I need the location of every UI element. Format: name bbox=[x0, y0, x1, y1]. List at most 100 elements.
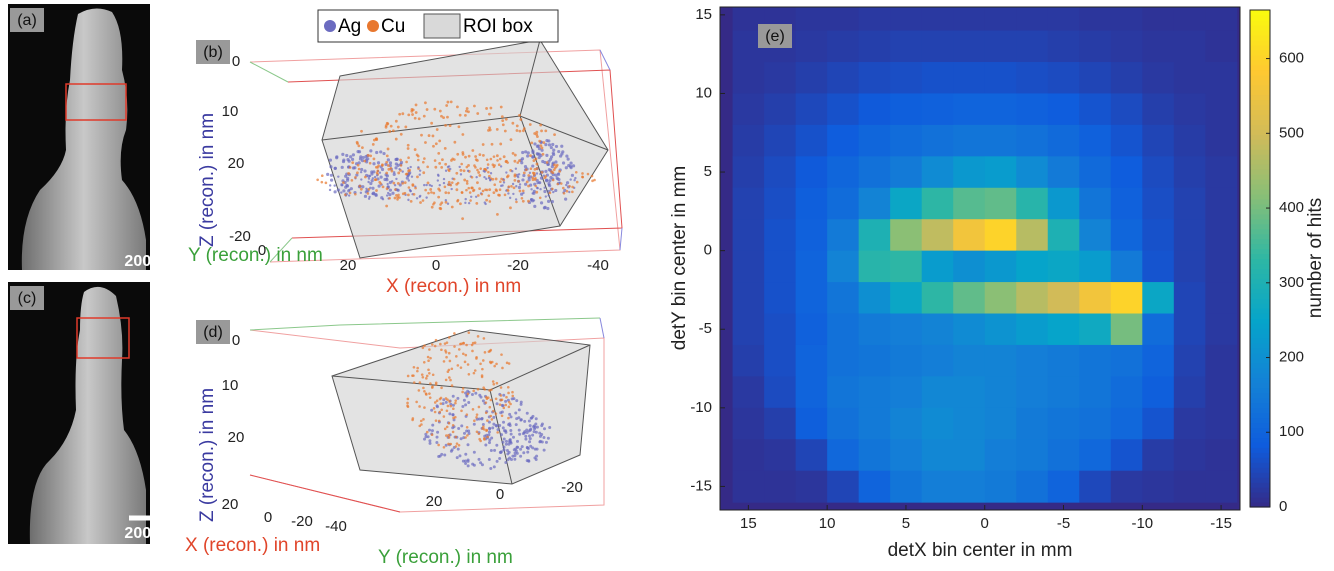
atom-dot bbox=[535, 162, 539, 166]
heatmap-cell bbox=[732, 470, 765, 503]
atom-dot bbox=[445, 355, 448, 359]
heatmap-cell bbox=[1142, 313, 1175, 346]
atom-dot bbox=[519, 454, 523, 458]
colorbar-step bbox=[1250, 44, 1270, 51]
atom-dot bbox=[504, 461, 508, 465]
colorbar-step bbox=[1250, 313, 1270, 319]
heatmap-cell bbox=[795, 439, 828, 472]
atom-dot bbox=[336, 188, 340, 192]
colorbar-step bbox=[1250, 203, 1270, 210]
atom-dot bbox=[485, 107, 488, 110]
atom-dot bbox=[493, 364, 496, 368]
atom-dot bbox=[464, 155, 467, 159]
atom-dot bbox=[495, 402, 499, 406]
atom-dot bbox=[504, 117, 508, 121]
atom-dot bbox=[546, 436, 550, 440]
atom-dot bbox=[502, 406, 506, 410]
atom-dot bbox=[544, 195, 548, 198]
atom-dot bbox=[363, 175, 367, 179]
atom-dot bbox=[481, 189, 485, 193]
heatmap-cell bbox=[1110, 30, 1143, 63]
atom-dot bbox=[433, 159, 437, 162]
atom-dot bbox=[466, 169, 470, 173]
colorbar-step bbox=[1250, 328, 1270, 334]
atom-dot bbox=[501, 119, 505, 122]
heatmap-cell bbox=[795, 376, 828, 409]
atom-dot bbox=[396, 188, 399, 192]
atom-dot bbox=[464, 436, 467, 439]
atom-dot bbox=[485, 177, 488, 181]
atom-dot bbox=[447, 442, 450, 446]
atom-dot bbox=[494, 397, 498, 401]
heatmap-cell bbox=[827, 470, 860, 503]
atom-dot bbox=[454, 435, 458, 439]
atom-dot bbox=[371, 142, 375, 146]
atom-dot bbox=[401, 170, 404, 173]
atom-dot bbox=[427, 359, 430, 362]
heatmap-cell bbox=[1205, 62, 1238, 94]
colorbar-step bbox=[1250, 502, 1270, 508]
atom-dot bbox=[406, 374, 410, 378]
atom-dot bbox=[377, 164, 380, 167]
atom-dot bbox=[477, 194, 480, 197]
atom-dot bbox=[489, 467, 493, 471]
heatmap-cell bbox=[732, 439, 765, 472]
atom-dot bbox=[369, 181, 373, 186]
heatmap-cell bbox=[1079, 156, 1112, 189]
atom-dot bbox=[484, 401, 488, 404]
atom-dot bbox=[509, 138, 513, 142]
atom-dot bbox=[492, 155, 496, 158]
atom-dot bbox=[565, 189, 569, 193]
heatmap-cell bbox=[1079, 62, 1112, 94]
atom-dot bbox=[451, 403, 455, 407]
atom-dot bbox=[524, 150, 528, 154]
heatmap-cell bbox=[890, 313, 923, 346]
atom-dot bbox=[443, 185, 447, 189]
colorbar-step bbox=[1250, 407, 1270, 414]
atom-dot bbox=[356, 142, 359, 145]
atom-dot bbox=[412, 365, 416, 369]
heatmap-cell bbox=[858, 7, 891, 32]
heatmap-cell bbox=[1142, 250, 1175, 283]
atom-dot bbox=[406, 401, 409, 405]
tick-label: 0 bbox=[232, 53, 240, 70]
z-axis-label: Z (recon.) in nm bbox=[197, 388, 218, 522]
heatmap-cell bbox=[1142, 30, 1175, 63]
atom-dot bbox=[527, 176, 530, 179]
atom-dot bbox=[425, 196, 428, 199]
atom-dot bbox=[437, 419, 441, 423]
atom-dot bbox=[418, 381, 422, 384]
atom-dot bbox=[385, 187, 389, 191]
heatmap-cell bbox=[1079, 407, 1112, 440]
atom-dot bbox=[557, 149, 561, 154]
atom-dot bbox=[488, 200, 492, 203]
atom-dot bbox=[472, 422, 476, 426]
atom-dot bbox=[500, 414, 504, 418]
box-edge bbox=[249, 61, 289, 83]
colorbar-step bbox=[1250, 218, 1270, 225]
atom-dot bbox=[510, 185, 513, 188]
atom-dot bbox=[372, 162, 376, 166]
heatmap-cell bbox=[795, 313, 828, 346]
atom-dot bbox=[395, 177, 398, 181]
heatmap-cell bbox=[1079, 7, 1112, 32]
atom-dot bbox=[471, 349, 474, 353]
colorbar-step bbox=[1250, 268, 1270, 275]
atom-dot bbox=[483, 201, 487, 204]
atom-dot bbox=[392, 181, 396, 185]
panel-label-box bbox=[10, 286, 44, 310]
heatmap-cell bbox=[827, 407, 860, 440]
atom-dot bbox=[412, 381, 416, 384]
atom-dot bbox=[428, 396, 432, 399]
atom-dot bbox=[432, 144, 435, 148]
heatmap-cell bbox=[858, 93, 891, 126]
atom-dot bbox=[518, 189, 522, 193]
heatmap-cell bbox=[764, 470, 797, 503]
atom-dot bbox=[426, 435, 430, 439]
heatmap-cell bbox=[953, 62, 986, 94]
atom-dot bbox=[428, 183, 432, 187]
atom-dot bbox=[421, 199, 425, 202]
heatmap-cell bbox=[921, 30, 954, 63]
heatmap-cell bbox=[732, 376, 765, 409]
atom-dot bbox=[418, 405, 421, 408]
